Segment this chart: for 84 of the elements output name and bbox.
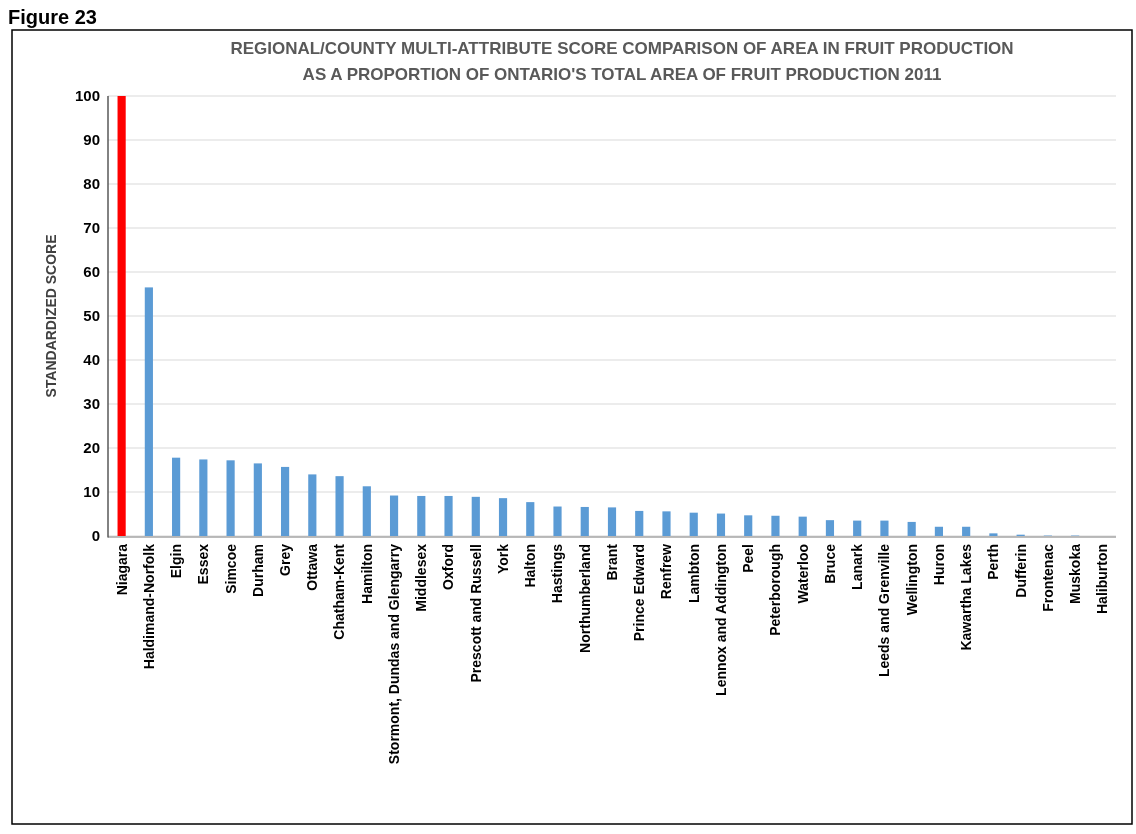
x-tick-label: Chatham-Kent [331, 543, 348, 640]
bar [526, 502, 535, 536]
bar [253, 463, 262, 536]
y-tick-label: 70 [83, 219, 100, 237]
y-tick-label: 10 [83, 483, 100, 501]
x-tick-label: Huron [930, 544, 947, 586]
x-tick-label: Hamilton [358, 544, 375, 604]
y-tick-label: 90 [83, 131, 100, 149]
x-tick-label: Haldimand-Norfolk [140, 543, 157, 670]
bar [117, 96, 126, 536]
y-tick-label: 0 [91, 527, 100, 545]
x-tick-label: Kawartha Lakes [958, 543, 975, 651]
bar [226, 460, 235, 536]
x-tick-label: Essex [195, 543, 212, 585]
x-tick-label: Lanark [849, 543, 866, 590]
bar [689, 512, 698, 536]
x-tick-label: Waterloo [794, 544, 811, 604]
y-tick-label: 30 [83, 395, 100, 413]
x-tick-label: Renfrew [658, 543, 675, 600]
x-tick-label: Haliburton [1094, 544, 1111, 614]
bar [144, 287, 153, 536]
bar [989, 533, 998, 536]
x-tick-label: Lambton [685, 544, 702, 604]
bar [389, 495, 399, 536]
x-tick-label: Bruce [821, 543, 838, 584]
bar [825, 520, 835, 536]
bar [335, 476, 344, 536]
bar [907, 521, 916, 536]
bar [880, 520, 889, 536]
x-tick-label: Simcoe [222, 543, 239, 594]
bar [308, 474, 317, 536]
bar [498, 498, 508, 536]
y-tick-label: 80 [83, 175, 100, 193]
x-tick-label: York [494, 543, 511, 575]
x-tick-label: Stormont, Dundas and Glengarry [385, 543, 402, 765]
x-tick-label: Brant [603, 543, 620, 581]
y-tick-label: 20 [83, 439, 100, 457]
x-tick-label: Oxford [440, 544, 457, 590]
bar [798, 516, 807, 536]
y-tick-label: 60 [83, 263, 100, 281]
x-tick-label: Prescott and Russell [467, 544, 484, 683]
x-tick-label: Durham [249, 544, 266, 597]
bar [962, 526, 971, 536]
x-tick-label: Niagara [113, 543, 130, 596]
bar [444, 495, 453, 536]
x-tick-label: Muskoka [1067, 543, 1084, 604]
x-tick-label: Halton [522, 544, 539, 588]
bar [580, 506, 589, 536]
bar [281, 466, 290, 536]
x-tick-label: Elgin [168, 544, 185, 579]
x-tick-label: Peterborough [767, 544, 784, 636]
bar [744, 515, 753, 536]
x-tick-label: Peel [740, 544, 757, 573]
x-tick-label: Wellington [903, 544, 920, 616]
y-tick-label: 50 [83, 307, 100, 325]
bar [771, 515, 780, 536]
x-tick-label: Dufferin [1012, 544, 1029, 598]
x-tick-label: Hastings [549, 543, 566, 604]
x-tick-label: Leeds and Grenville [876, 543, 893, 678]
bar [662, 511, 671, 536]
x-tick-label: Middlesex [413, 543, 430, 612]
bar [635, 510, 644, 536]
x-tick-label: Northumberland [576, 544, 593, 653]
bar [362, 486, 371, 536]
bar [716, 513, 726, 536]
caption: Figure 23 [8, 6, 97, 28]
x-tick-label: Lennox and Addington [712, 544, 729, 696]
x-tick-label: Grey [276, 543, 293, 576]
x-tick-label: Prince Edward [631, 544, 648, 642]
bar [934, 526, 943, 536]
bar [172, 457, 181, 536]
x-tick-label: Perth [985, 544, 1002, 580]
y-tick-label: 100 [74, 87, 100, 105]
x-tick-label: Frontenac [1039, 543, 1056, 612]
y-axis-title: STANDARDIZED SCORE [43, 234, 59, 398]
chart-title: REGIONAL/COUNTY MULTI-ATTRIBUTE SCORE COMPARISON OF AREA IN FRUIT PRODUCTION AS A PROPORTION OF ONTARIO'S TOTAL AREA OF FRUIT PRODUCTION 2011 [230, 39, 1014, 84]
bar [471, 496, 480, 536]
bar [853, 520, 862, 536]
y-tick-label: 40 [83, 351, 100, 369]
bar [553, 506, 562, 536]
x-tick-label: Ottawa [304, 543, 321, 591]
bar [199, 459, 208, 536]
bar [607, 507, 617, 536]
bar [417, 495, 426, 536]
